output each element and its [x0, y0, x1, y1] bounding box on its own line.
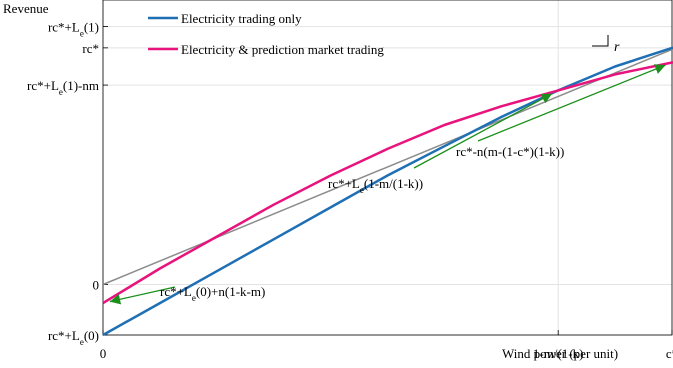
y-axis-label: Revenue	[3, 1, 49, 16]
y-tick-label-0: rc*+Le(0)	[48, 328, 99, 347]
y-tick-label-1: 0	[93, 277, 100, 292]
legend-label-electricity-only: Electricity trading only	[181, 11, 302, 26]
x-tick-labels: 01-m/(1-k)c*1	[100, 330, 673, 361]
plot-area-frame	[102, 0, 673, 336]
x-tick-label-1: 1-m/(1-k)	[533, 346, 584, 361]
annotation-label-0: rc*+Le(0)+n(1-k-m)	[160, 284, 265, 303]
x-tick-label-2: c*	[666, 346, 673, 361]
y-tick-label-3: rc*	[82, 41, 99, 56]
annotation-arrow-2	[477, 64, 666, 142]
legend-label-prediction-market: Electricity & prediction market trading	[181, 42, 384, 57]
y-tick-labels: rc*+Le(0) 0 rc*+Le(1)-nm rc* rc*+Le(1)	[27, 20, 108, 347]
x-tick-label-0: 0	[100, 346, 107, 361]
slope-label: r	[614, 40, 620, 55]
annotation-arrow-0	[109, 286, 176, 305]
annotation-label-2: rc*-n(m-(1-c*)(1-k))	[456, 144, 564, 159]
slope-indicator: r	[592, 35, 620, 55]
slope-triangle	[592, 35, 609, 47]
annotation-label-1: rc*+Le(1-m/(1-k))	[328, 176, 423, 195]
annotations: rc*+Le(0)+n(1-k-m) rc*+Le(1-m/(1-k)) rc*-n…	[109, 64, 666, 305]
series-reference-line	[102, 48, 673, 286]
series-lines	[102, 46, 673, 337]
y-tick-label-2: rc*+Le(1)-nm	[27, 78, 99, 97]
annotation-arrow-1	[413, 93, 553, 169]
x-axis-label: Wind power (per unit)	[502, 346, 618, 361]
series-prediction-market	[102, 61, 673, 305]
legend: Electricity trading only Electricity & p…	[148, 11, 384, 57]
y-tick-label-4: rc*+Le(1)	[48, 20, 99, 39]
